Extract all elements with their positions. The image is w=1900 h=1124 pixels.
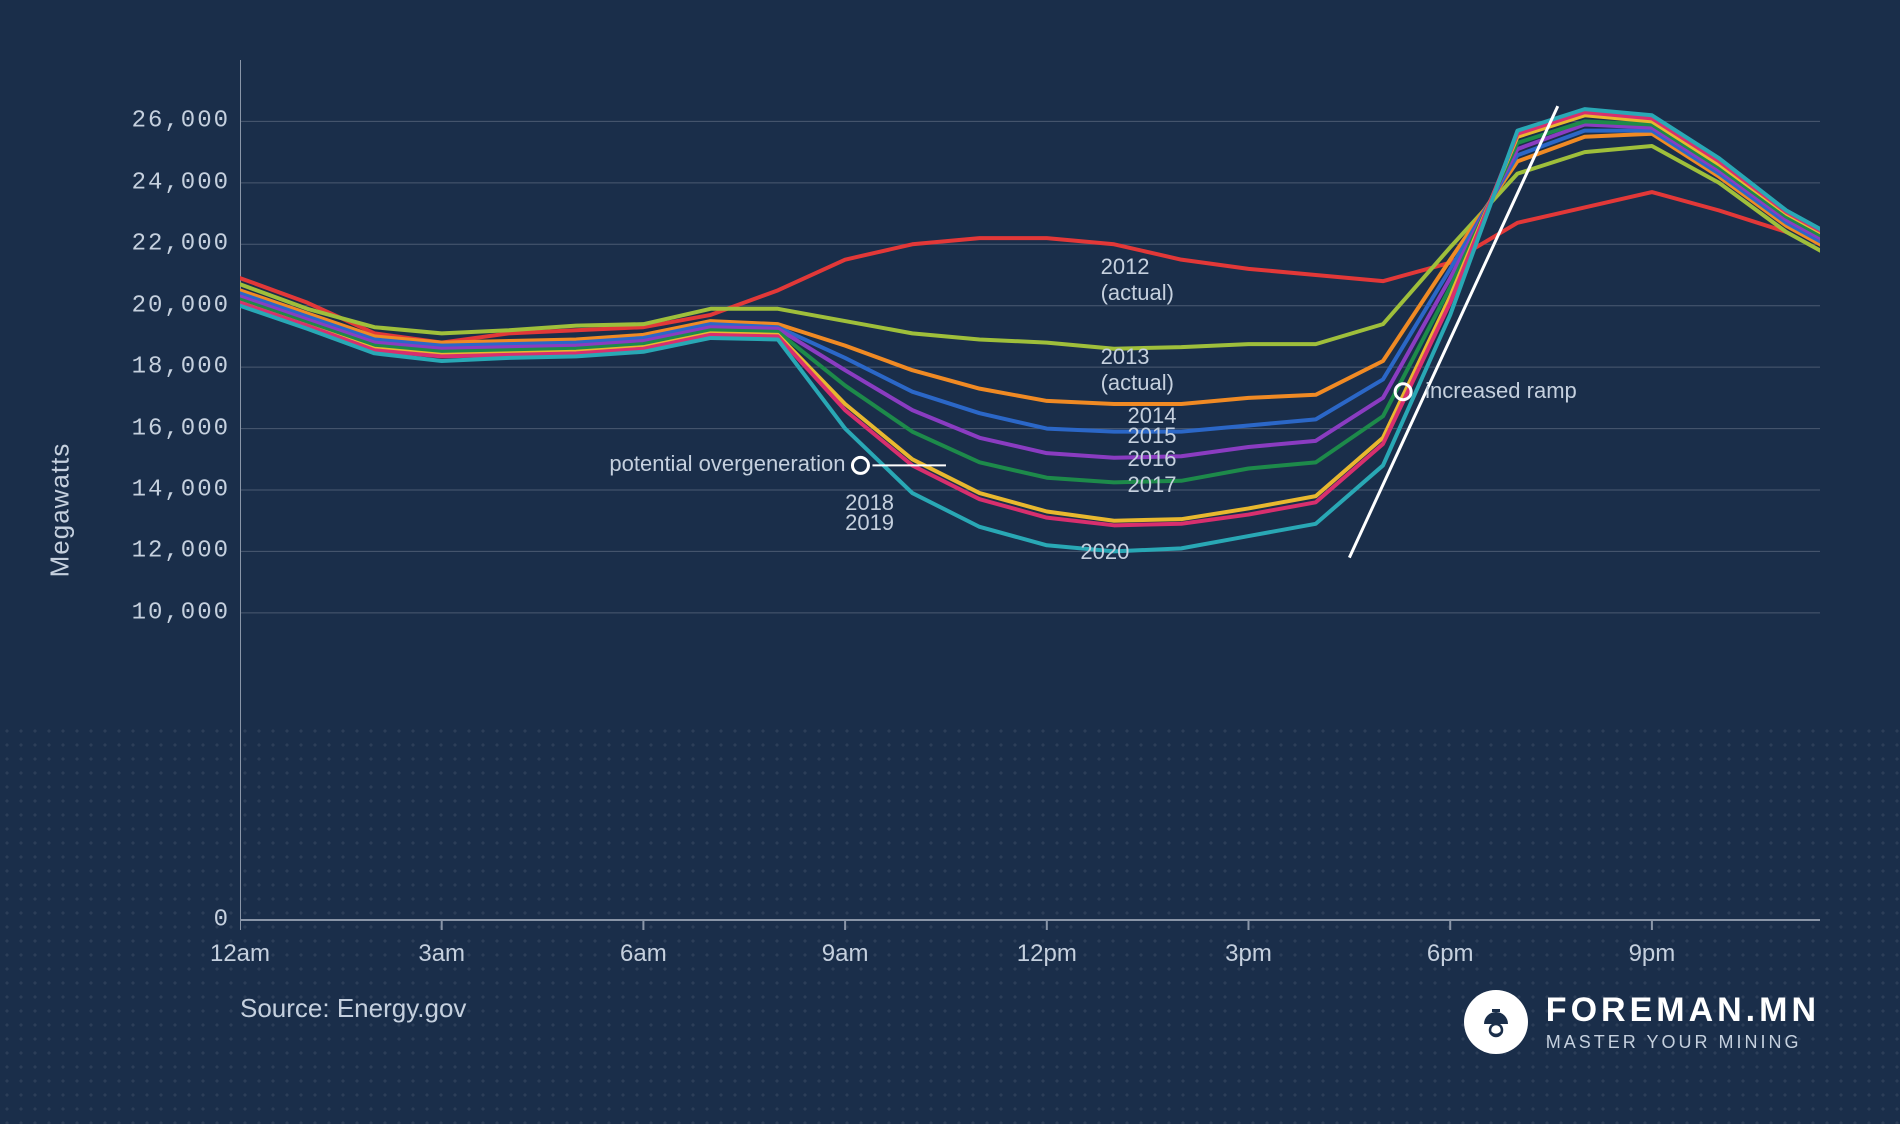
series-2015 [240,131,1820,432]
y-tick: 24,000 [132,169,230,196]
y-tick: 16,000 [132,415,230,442]
y-tick: 14,000 [132,477,230,504]
brand-name: FOREMAN.MN [1546,991,1820,1030]
duck-curve-chart: Megawatts 010,00012,00014,00016,00018,00… [100,60,1820,960]
chart-svg [240,60,1820,930]
plot-area [240,60,1820,930]
brand-tagline: MASTER YOUR MINING [1546,1032,1820,1053]
x-tick: 12pm [1017,940,1077,968]
source-citation: Source: Energy.gov [240,993,466,1024]
y-tick: 0 [214,907,230,934]
series-2014 [240,134,1820,404]
x-tick: 12am [210,940,270,968]
y-tick: 18,000 [132,354,230,381]
y-axis-label: Megawatts [45,443,76,578]
series-2016 [240,125,1820,458]
series-2019 [240,112,1820,525]
x-tick: 9am [822,940,869,968]
hardhat-icon [1464,990,1528,1054]
series-label-2012: 2012(actual) [1101,254,1174,306]
y-tick: 26,000 [132,108,230,135]
series-label-2016: 2016 [1127,446,1176,472]
series-label-2019: 2019 [845,510,894,536]
ramp-annotation: increased ramp [1425,378,1577,404]
y-tick: 12,000 [132,538,230,565]
brand-logo: FOREMAN.MN MASTER YOUR MINING [1464,990,1820,1054]
series-label-2020: 2020 [1080,539,1129,565]
x-tick: 9pm [1629,940,1676,968]
x-tick: 3pm [1225,940,1272,968]
x-tick: 6pm [1427,940,1474,968]
series-2018 [240,115,1820,520]
series-2012 [240,192,1786,343]
overgeneration-annotation: potential overgeneration [609,451,845,477]
y-tick: 10,000 [132,599,230,626]
series-2013 [240,146,1820,349]
y-tick: 20,000 [132,292,230,319]
x-tick: 3am [418,940,465,968]
x-tick: 6am [620,940,667,968]
series-label-2017: 2017 [1127,472,1176,498]
y-tick: 22,000 [132,231,230,258]
series-label-2013: 2013(actual) [1101,344,1174,396]
